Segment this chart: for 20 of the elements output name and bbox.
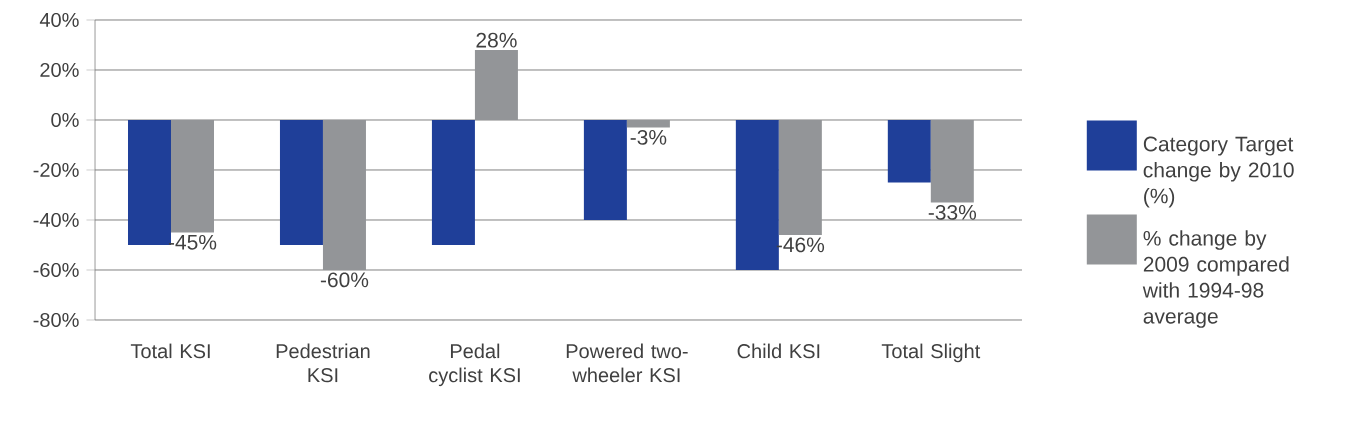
y-tick-label: -80% [33,312,79,328]
x-tick-label: Total KSI [130,343,210,359]
x-tick-label: Pedestrian KSI [276,343,370,383]
y-tick-label: 0% [51,112,79,128]
data-label: -60% [320,272,369,288]
y-tick-label: -60% [33,262,79,278]
data-label: -45% [168,234,217,250]
legend-label: % change by 2009 compared with 1994-98 average [1142,230,1289,328]
legend-label: Category Target change by 2010 (%) [1143,136,1294,208]
x-tick-label: Powered two-wheeler KSI [566,343,688,383]
data-label: 28% [476,32,517,48]
data-label: -33% [928,204,977,220]
y-tick-label: -20% [33,162,79,178]
data-label: -3% [630,129,667,145]
x-tick-label: Total Slight [881,343,981,363]
x-tick-label: Child KSI [737,343,820,359]
y-tick-label: 20% [40,62,79,78]
y-tick-label: 40% [39,12,79,28]
x-tick-label: Pedal cyclist KSI [429,343,520,387]
y-tick-label: -40% [33,212,79,228]
